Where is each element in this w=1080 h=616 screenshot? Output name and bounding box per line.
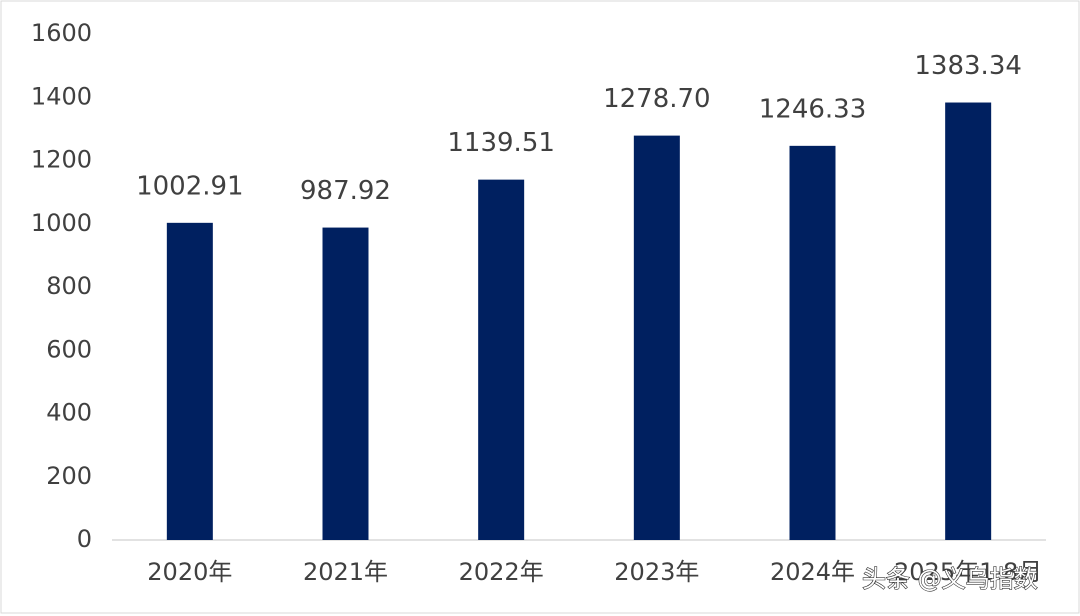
- y-tick-label: 1000: [31, 209, 92, 237]
- value-label: 1383.34: [914, 51, 1022, 81]
- y-tick-label: 400: [46, 399, 92, 427]
- x-tick-label: 2024年: [770, 558, 855, 586]
- x-tick-label: 2022年: [459, 558, 544, 586]
- y-tick-label: 800: [46, 272, 92, 300]
- y-tick-label: 600: [46, 335, 92, 363]
- y-tick-label: 1400: [31, 82, 92, 110]
- x-tick-label: 2025年1-8月: [894, 558, 1042, 586]
- bar: [633, 135, 680, 540]
- bar: [166, 222, 213, 540]
- value-label: 987.92: [300, 176, 391, 206]
- watermark: 头条 @义乌指数: [862, 565, 1038, 593]
- x-tick-label: 2021年: [303, 558, 388, 586]
- bar: [945, 102, 992, 540]
- x-tick-label: 2023年: [614, 558, 699, 586]
- value-label: 1002.91: [136, 171, 244, 201]
- y-tick-label: 1600: [31, 19, 92, 47]
- bar: [322, 227, 369, 540]
- value-label: 1246.33: [759, 94, 867, 124]
- bar: [478, 179, 525, 541]
- value-label: 1139.51: [447, 128, 555, 158]
- value-label: 1278.70: [603, 84, 711, 114]
- y-tick-label: 1200: [31, 146, 92, 174]
- x-tick-label: 2020年: [147, 558, 232, 586]
- y-tick-label: 200: [46, 462, 92, 490]
- y-tick-label: 0: [77, 525, 92, 553]
- bar: [789, 145, 836, 540]
